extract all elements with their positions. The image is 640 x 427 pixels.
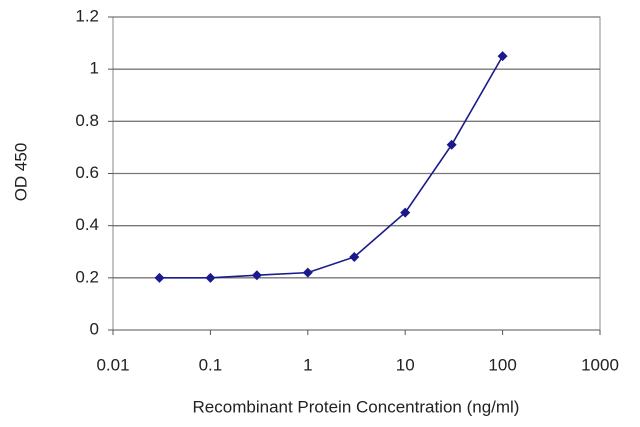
x-tick-label: 0.1 (199, 355, 223, 374)
y-tick-label: 0.4 (75, 215, 99, 234)
x-tick-label: 0.01 (96, 355, 129, 374)
data-point (302, 267, 313, 278)
y-tick-label: 0.8 (75, 111, 99, 130)
x-tick-label: 100 (488, 355, 516, 374)
x-axis-label: Recombinant Protein Concentration (ng/ml… (193, 397, 520, 416)
data-point (154, 272, 165, 283)
y-tick-label: 1 (90, 59, 99, 78)
y-tick-label: 0 (90, 319, 99, 338)
x-tick-label: 10 (396, 355, 415, 374)
data-point (349, 251, 360, 262)
y-tick-label: 1.2 (75, 6, 99, 25)
x-tick-label: 1000 (581, 355, 619, 374)
data-point (251, 270, 262, 281)
y-tick-label: 0.6 (75, 163, 99, 182)
y-axis-label: OD 450 (11, 143, 30, 202)
data-line (159, 55, 504, 279)
data-point (497, 51, 508, 62)
y-tick-label: 0.2 (75, 267, 99, 286)
data-point (205, 272, 216, 283)
data-point (446, 139, 457, 150)
data-point (400, 207, 411, 218)
x-tick-label: 1 (303, 355, 312, 374)
